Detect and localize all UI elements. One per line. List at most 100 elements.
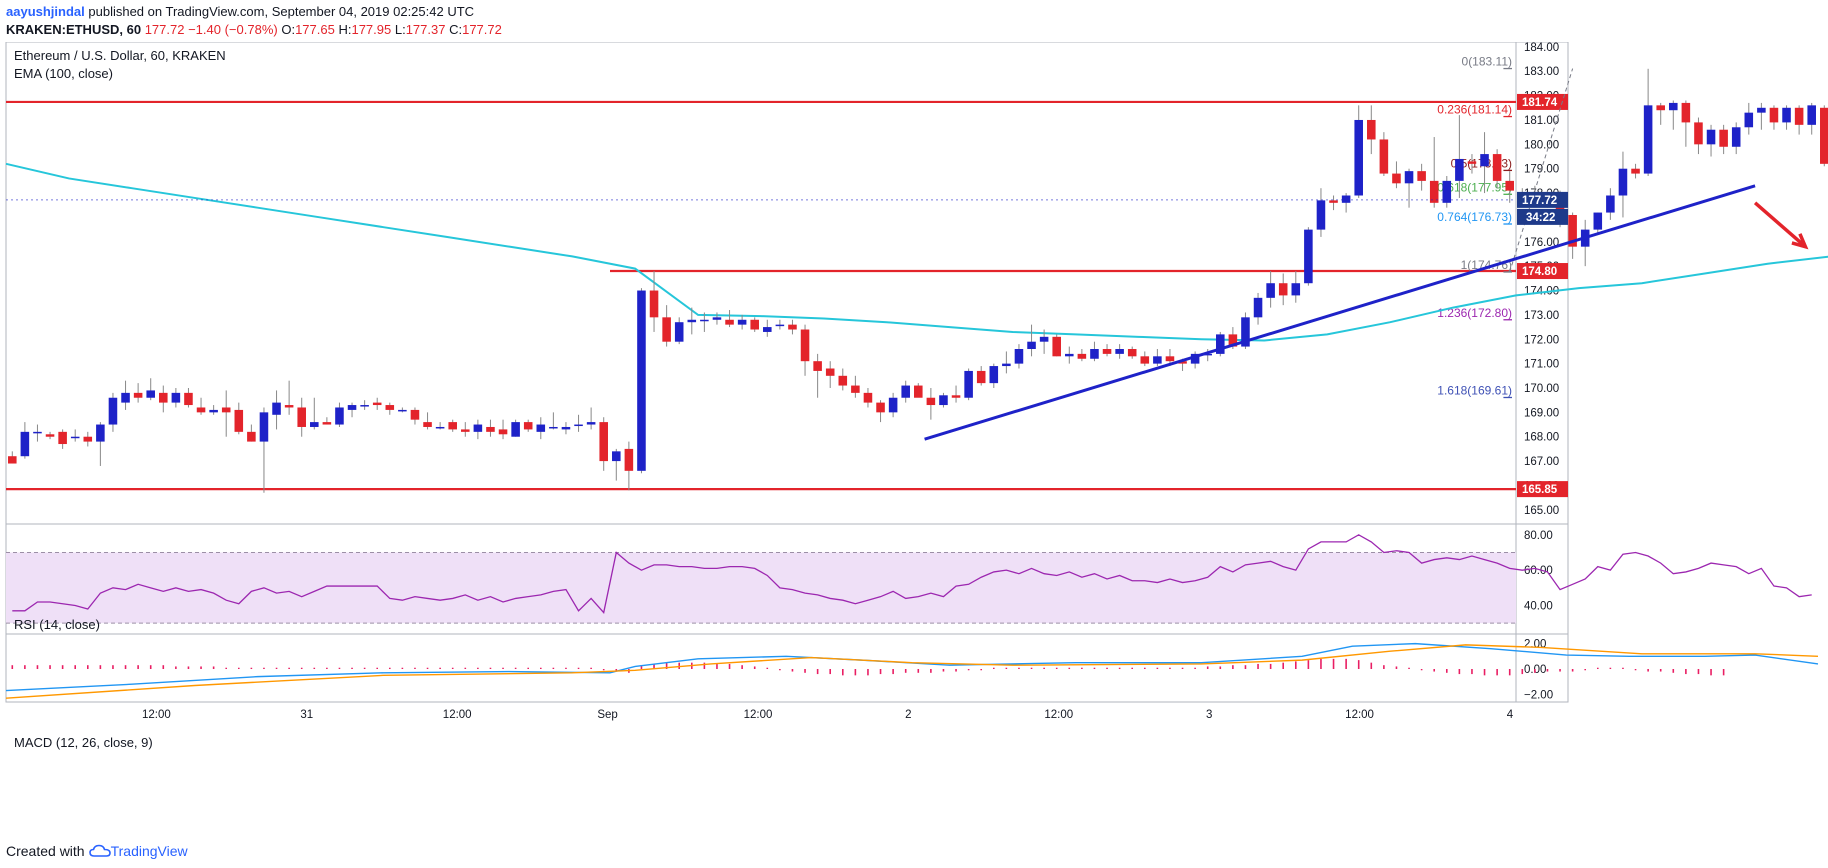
candle-up (586, 422, 596, 425)
price-tick-label: 184.00 (1524, 42, 1559, 54)
candle-down (662, 317, 671, 342)
candle-down (1140, 356, 1150, 364)
candle-up (1002, 363, 1011, 367)
candle-down (863, 392, 873, 403)
high-value: 177.95 (351, 22, 392, 37)
candle-down (976, 370, 986, 384)
candle-down (1769, 107, 1779, 123)
candle-up (901, 385, 910, 398)
candle-down (1102, 349, 1112, 354)
candle-down (385, 405, 395, 410)
fib-anchor-line (1509, 68, 1574, 273)
macd-tick-label: −2.00 (1524, 689, 1553, 701)
candle-up (1090, 349, 1099, 359)
price-pane[interactable]: 184.00183.00182.00181.00180.00179.00178.… (5, 42, 1828, 703)
candle-up (1266, 283, 1275, 298)
candle-up (1304, 229, 1313, 284)
author-link[interactable]: aayushjindal (6, 4, 85, 19)
price-tick-label: 168.00 (1524, 432, 1559, 444)
candle-up (637, 290, 646, 471)
candle-up (146, 390, 155, 398)
candle-up (70, 436, 80, 439)
countdown-badge (1517, 208, 1568, 225)
candle-down (788, 324, 797, 330)
macd-pane[interactable]: 2.000.00−2.00 (5, 639, 1819, 702)
candle-down (876, 402, 885, 413)
candle-down (1820, 107, 1828, 164)
candle-up (398, 409, 407, 412)
candle-down (1329, 200, 1338, 203)
candle-up (989, 366, 999, 384)
tradingview-brand[interactable]: TradingView (110, 843, 188, 859)
chart-canvas[interactable]: 184.00183.00182.00181.00180.00179.00178.… (0, 42, 1828, 832)
price-level-badge (1517, 481, 1568, 498)
price-level-label: 181.74 (1522, 97, 1558, 109)
rsi-pane[interactable]: 80.00 60.00 40.00 (6, 530, 1812, 624)
rsi-tick-label: 80.00 (1524, 530, 1553, 542)
candle-down (851, 385, 860, 393)
candle-up (1669, 102, 1678, 111)
candle-up (511, 422, 520, 437)
candle-up (473, 424, 483, 432)
price-level-badge (1517, 93, 1568, 110)
candle-up (1065, 353, 1074, 357)
candle-up (939, 395, 948, 406)
candle-up (1241, 317, 1250, 347)
forecast-arrowhead (1791, 233, 1809, 250)
candle-up (763, 327, 772, 332)
price-level-badge (1517, 263, 1568, 280)
candle-up (272, 402, 281, 415)
low-label: L: (394, 22, 406, 37)
fib-level-label: 1.618(169.61) (1437, 383, 1512, 397)
candle-up (1291, 283, 1301, 296)
candle-down (1656, 105, 1665, 111)
price-tick-label: 173.00 (1524, 310, 1559, 322)
price-tick-label: 183.00 (1524, 66, 1559, 78)
candle-up (335, 407, 344, 425)
candle-up (964, 370, 973, 398)
candle-up (1731, 127, 1741, 147)
candle-down (1492, 154, 1502, 181)
candle-up (687, 319, 697, 323)
candle-up (737, 319, 747, 325)
candle-down (813, 361, 822, 371)
candle-up (435, 426, 445, 429)
candle-down (234, 409, 244, 432)
candle-down (1429, 180, 1439, 203)
candle-down (624, 448, 634, 471)
time-tick-label: 12:00 (142, 709, 171, 721)
time-tick-label: Sep (597, 709, 617, 721)
candle-up (712, 317, 722, 320)
signal-line (5, 644, 1819, 699)
time-axis[interactable]: 12:00 31 12:00 Sep 12:00 2 12:00 3 12:00 4 (142, 709, 1514, 721)
candle-up (1354, 119, 1363, 196)
fib-level-label: 0.236(181.14) (1437, 103, 1512, 117)
rsi-line (12, 534, 1812, 614)
candle-up (310, 422, 319, 427)
candle-up (33, 431, 42, 434)
rsi-tick-label: 40.00 (1524, 601, 1553, 613)
candle-down (1568, 214, 1577, 247)
last-price: 177.72 (144, 22, 185, 37)
symbol-line: KRAKEN:ETHUSD, 60 177.72 −1.40 (−0.78%) … (6, 22, 502, 37)
candle-down (196, 407, 206, 413)
candle-up (1807, 105, 1816, 125)
candle-down (1631, 168, 1640, 174)
candle-up (259, 412, 269, 442)
publication-header: aayushjindal published on TradingView.co… (0, 0, 1828, 42)
candle-up (171, 392, 181, 403)
time-tick-label: 2 (905, 709, 911, 721)
tradingview-logo[interactable]: TradingView (88, 843, 188, 859)
candle-down (8, 456, 17, 464)
candle-up (1404, 171, 1414, 184)
candle-down (423, 422, 432, 427)
candle-down (599, 422, 608, 462)
candle-down (498, 429, 508, 435)
ema-legend: EMA (100, close) (14, 66, 113, 81)
candle-down (322, 422, 332, 425)
macd-line (5, 642, 1819, 692)
candle-up (1316, 200, 1326, 230)
price-tick-label: 172.00 (1524, 334, 1559, 346)
candle-up (1643, 105, 1653, 174)
candle-down (1052, 336, 1061, 357)
